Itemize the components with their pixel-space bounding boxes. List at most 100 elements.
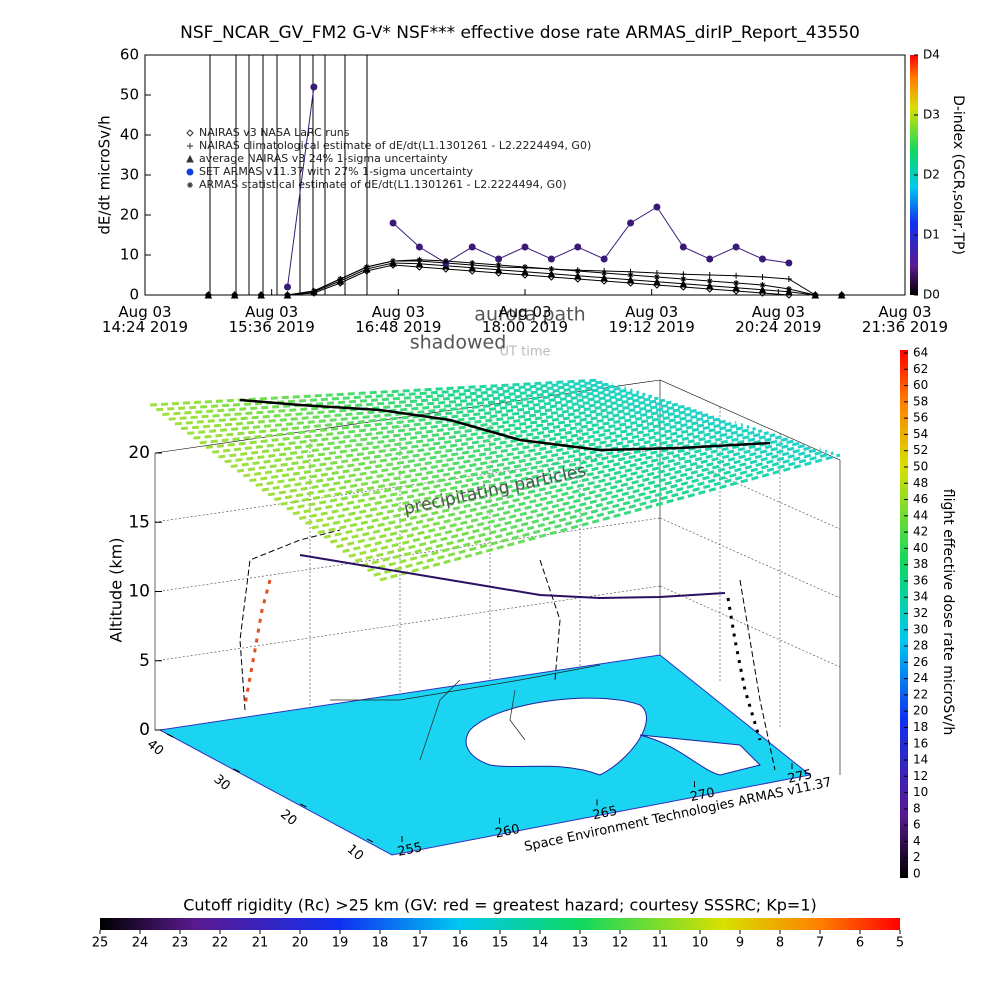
marker: [601, 270, 608, 276]
marker: [548, 266, 555, 272]
y-tick-label: 10: [120, 246, 139, 264]
colorbar-tick-label: D4: [923, 48, 940, 62]
marker: [205, 292, 212, 298]
sheet-stripe: [305, 429, 763, 525]
colorbar-title: Cutoff rigidity (Rc) >25 km (GV: red = g…: [183, 896, 817, 915]
borders: [330, 664, 601, 761]
sheet-stripe: [367, 449, 828, 572]
colorbar-tick-label: 62: [913, 362, 928, 376]
marker: [186, 154, 194, 163]
z-tick-label: 15: [128, 512, 150, 532]
y-tick-label: 0: [129, 286, 139, 304]
x-tick-label: Aug 03 15:36 2019: [228, 303, 315, 336]
marker: [653, 274, 660, 280]
colorbar-tick-label: 25: [92, 936, 109, 951]
x-axis-label: UT time: [500, 345, 551, 360]
colorbar-tick-label: 16: [452, 936, 469, 951]
colorbar-tick-label: 22: [913, 687, 928, 701]
marker: [627, 272, 634, 278]
marker: [186, 168, 194, 176]
marker: [547, 255, 555, 263]
sheet-stripe: [286, 423, 743, 511]
y-tick: [233, 768, 240, 773]
sheet-stripe: [336, 439, 795, 549]
sheet-stripe: [317, 433, 776, 535]
x-tick-label: Aug 03 21:36 2019: [861, 303, 949, 336]
legend-label: ARMAS statistical estimate of dE/dt(L1.1…: [199, 178, 566, 191]
marker: [733, 272, 740, 279]
marker: [337, 276, 344, 282]
legend-label: average NAIRAS v3 24% 1-sigma uncertaint…: [199, 152, 448, 165]
marker: [653, 203, 661, 211]
marker: [469, 260, 476, 266]
colorbar-label: flight effective dose rate microSv/h: [940, 489, 956, 735]
sheet-stripe: [193, 392, 646, 440]
colorbar-tick-label: 12: [913, 769, 928, 783]
x-tick-label: Aug 03 14:24 2019: [101, 303, 189, 336]
sheet-stripe: [162, 382, 614, 416]
colorbar-tick-label: 8: [913, 801, 921, 815]
marker: [758, 285, 767, 294]
sheet-stripe: [342, 441, 802, 554]
sheet-stripe: [292, 425, 750, 516]
colorbar-tick-label: 30: [913, 622, 928, 636]
y-tick: [166, 733, 174, 738]
marker: [468, 263, 477, 272]
marker: [468, 243, 476, 251]
colorbar-tick-label: 22: [212, 936, 229, 951]
annotation: shadowed: [410, 332, 507, 354]
sheet-stripe: [354, 445, 815, 563]
marker: [186, 129, 194, 137]
marker: [759, 282, 766, 288]
colorbar-tick-label: 24: [132, 936, 149, 951]
colorbar-tick-label: 20: [913, 704, 928, 718]
x-tick-label: 260: [494, 822, 521, 842]
y-tick-label: 60: [120, 46, 139, 64]
sheet-stripe: [156, 380, 607, 412]
sea: [639, 734, 761, 776]
marker: [442, 258, 449, 264]
sheet-stripe: [187, 390, 640, 435]
marker: [284, 283, 291, 291]
colorbar-tick-label: D2: [923, 168, 940, 182]
series-line: [287, 86, 789, 288]
marker: [732, 243, 740, 251]
marker: [600, 255, 608, 263]
marker: [415, 259, 424, 268]
colorbar-tick-label: 12: [612, 936, 629, 951]
marker: [310, 288, 317, 294]
colorbar-tick-label: 23: [172, 936, 189, 951]
colorbar-tick-label: D0: [923, 288, 940, 302]
marker: [600, 273, 608, 282]
sheet-stripe: [360, 447, 821, 568]
marker: [495, 255, 503, 263]
flight-markers: [209, 55, 368, 295]
rigidity-colorbar: [100, 918, 900, 930]
sheet-stripe: [199, 394, 653, 445]
descent: [726, 597, 762, 741]
z-tick-label: 20: [128, 443, 150, 463]
marker: [231, 292, 238, 298]
z-axis-label: Altitude (km): [107, 538, 126, 643]
colorbar-tick-label: 7: [816, 936, 824, 951]
marker: [679, 279, 688, 288]
colorbar-tick-label: 10: [913, 785, 928, 799]
z-tick-label: 0: [139, 720, 150, 740]
marker: [494, 265, 503, 274]
sheet-stripe: [298, 427, 756, 520]
sheet-stripe: [218, 400, 672, 459]
colorbar-tick-label: 58: [913, 394, 928, 408]
colorbar-tick-label: 14: [532, 936, 549, 951]
x-tick-label: 265: [591, 804, 618, 824]
marker: [785, 286, 792, 292]
marker: [705, 281, 714, 290]
marker: [258, 292, 265, 298]
colorbar-tick-label: 2: [913, 850, 921, 864]
y-tick-label: 30: [211, 772, 233, 794]
colorbar-tick-label: 19: [332, 936, 349, 951]
y-tick-label: 50: [120, 86, 139, 104]
colorbar-tick-label: 24: [913, 671, 928, 685]
colorbar-tick-label: 38: [913, 557, 928, 571]
marker: [573, 271, 582, 280]
y-tick-label: 20: [277, 807, 299, 829]
